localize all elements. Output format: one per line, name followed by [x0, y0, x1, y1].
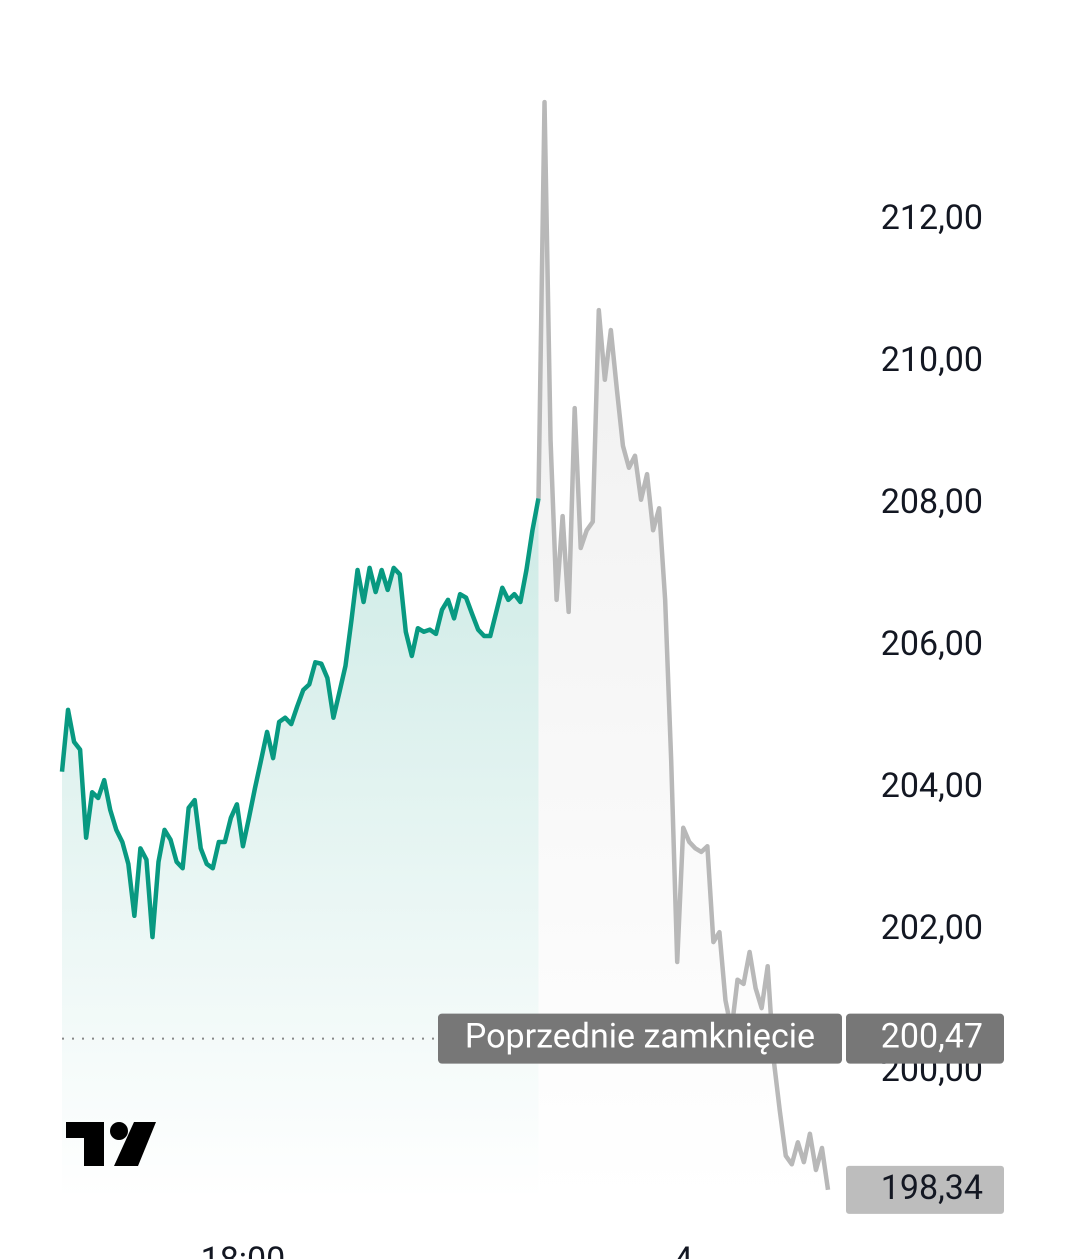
x-tick-label: 18:00	[201, 1240, 286, 1259]
previous-close-value: 200,47	[881, 1017, 983, 1057]
previous-close-badge	[438, 1013, 842, 1064]
y-tick-label: 212,00	[881, 198, 983, 238]
area-fill	[538, 102, 828, 1200]
y-tick-label: 210,00	[881, 340, 983, 380]
y-tick-label: 204,00	[881, 766, 983, 806]
y-tick-label: 202,00	[881, 908, 983, 948]
y-tick-label: 208,00	[881, 482, 983, 522]
price-line	[536, 99, 831, 1191]
y-tick-label: 206,00	[881, 624, 983, 664]
last-price-badge	[846, 1165, 1004, 1214]
x-tick-label: 4	[674, 1240, 693, 1259]
previous-close-label: Poprzednie zamknięcie	[465, 1017, 815, 1057]
last-price-label: 198,34	[881, 1168, 983, 1208]
logo	[66, 1122, 156, 1166]
area-fill	[62, 498, 539, 1200]
price-line	[59, 497, 541, 940]
previous-close-value-badge	[846, 1013, 1004, 1064]
